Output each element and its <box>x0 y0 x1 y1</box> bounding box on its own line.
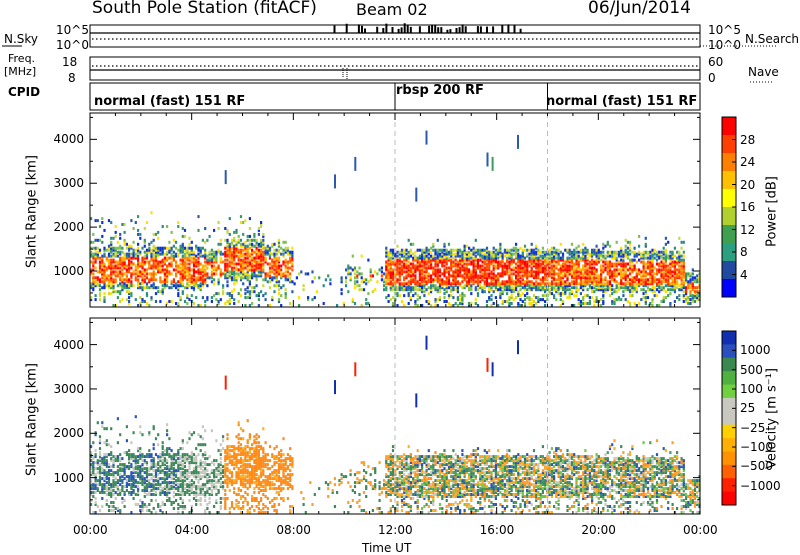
station-title: South Pole Station (fitACF) <box>92 0 317 17</box>
y-tick-label: 1000 <box>52 472 84 484</box>
colorbar-swatch <box>722 207 736 226</box>
colorbar-swatch <box>722 465 736 479</box>
freq-unit-label: [MHz] <box>4 66 36 77</box>
freq-tick-low: 8 <box>68 72 76 84</box>
x-tick-label: 00:00 <box>73 524 108 536</box>
x-tick-label: 00:00 <box>683 524 718 536</box>
colorbar-swatch <box>722 279 736 298</box>
colorbar-tick-label: 28 <box>740 134 755 146</box>
freq-label: Freq. <box>8 53 35 64</box>
noise-tick-high-left: 10^5 <box>56 24 89 36</box>
power-ylabel: Slant Range [km] <box>26 152 39 272</box>
colorbar-tick-label: 4 <box>740 269 748 281</box>
colorbar-swatch <box>722 344 736 358</box>
nave-tick-high: 60 <box>708 56 723 68</box>
velocity-heatmap <box>90 336 701 514</box>
colorbar-swatch <box>722 225 736 244</box>
nave-label: Nave <box>748 66 779 78</box>
nsky-label: N.Sky <box>4 33 38 45</box>
freq-tick-high: 18 <box>62 56 77 68</box>
cpid-segment-2: rbsp 200 RF <box>396 84 484 97</box>
colorbar-tick-label: 100 <box>740 383 763 395</box>
colorbar-tick-label: 25 <box>740 402 755 414</box>
cpid-label: CPID <box>8 86 40 98</box>
colorbar-tick-label: 12 <box>740 224 755 236</box>
y-tick-label: 4000 <box>52 339 84 351</box>
x-tick-label: 16:00 <box>480 524 515 536</box>
x-tick-label: 20:00 <box>581 524 616 536</box>
x-tick-label: 12:00 <box>378 524 413 536</box>
y-tick-label: 3000 <box>52 177 84 189</box>
colorbar-tick-label: −1000 <box>740 480 781 492</box>
colorbar-tick-label: 24 <box>740 156 755 168</box>
velocity-ylabel: Slant Range [km] <box>26 360 39 480</box>
y-tick-label: 2000 <box>52 221 84 233</box>
nave-tick-low: 0 <box>708 72 716 84</box>
power-cells <box>90 131 701 307</box>
date-label: 06/Jun/2014 <box>588 0 691 17</box>
noise-tick-low-right: 10^0 <box>708 39 741 51</box>
velocity-colorbar <box>722 331 736 506</box>
colorbar-swatch <box>722 398 736 412</box>
colorbar-tick-label: 16 <box>740 201 755 213</box>
colorbar-tick-label: 500 <box>740 364 763 376</box>
colorbar-tick-label: 20 <box>740 179 755 191</box>
colorbar-swatch <box>722 425 736 439</box>
y-tick-label: 1000 <box>52 265 84 277</box>
colorbar-swatch <box>722 385 736 399</box>
colorbar-swatch <box>722 117 736 136</box>
x-tick-label: 04:00 <box>175 524 210 536</box>
velocity-cells <box>90 336 701 514</box>
colorbar-swatch <box>722 331 736 345</box>
beam-label: Beam 02 <box>356 2 428 18</box>
y-tick-label: 2000 <box>52 427 84 439</box>
power-colorbar-label: Power [dB] <box>766 162 779 262</box>
y-tick-label: 3000 <box>52 383 84 395</box>
frequency-panel <box>90 57 772 82</box>
power-heatmap <box>90 131 701 307</box>
colorbar-swatch <box>722 438 736 452</box>
colorbar-swatch <box>722 451 736 465</box>
nsearch-label: N.Search <box>745 33 799 45</box>
noise-frame <box>90 25 700 47</box>
power-colorbar <box>722 117 736 298</box>
colorbar-swatch <box>722 135 736 154</box>
colorbar-tick-label: −500 <box>740 460 773 472</box>
colorbar-swatch <box>722 492 736 506</box>
colorbar-swatch <box>722 411 736 425</box>
y-tick-label: 4000 <box>52 133 84 145</box>
colorbar-swatch <box>722 171 736 190</box>
colorbar-tick-label: −25 <box>740 422 765 434</box>
colorbar-tick-label: 8 <box>740 246 748 258</box>
x-tick-label: 08:00 <box>276 524 311 536</box>
colorbar-tick-label: 1000 <box>740 344 771 356</box>
colorbar-swatch <box>722 371 736 385</box>
noise-tick-high-right: 10^5 <box>708 24 741 36</box>
x-axis-title: Time UT <box>362 542 411 554</box>
cpid-segment-3: normal (fast) 151 RF <box>546 95 697 108</box>
cpid-segment-1: normal (fast) 151 RF <box>94 95 245 108</box>
colorbar-swatch <box>722 189 736 208</box>
freq-frame <box>90 57 700 80</box>
noise-tick-low-left: 10^0 <box>56 39 89 51</box>
colorbar-swatch <box>722 261 736 280</box>
noise-panel <box>2 23 778 47</box>
colorbar-tick-label: −100 <box>740 441 773 453</box>
